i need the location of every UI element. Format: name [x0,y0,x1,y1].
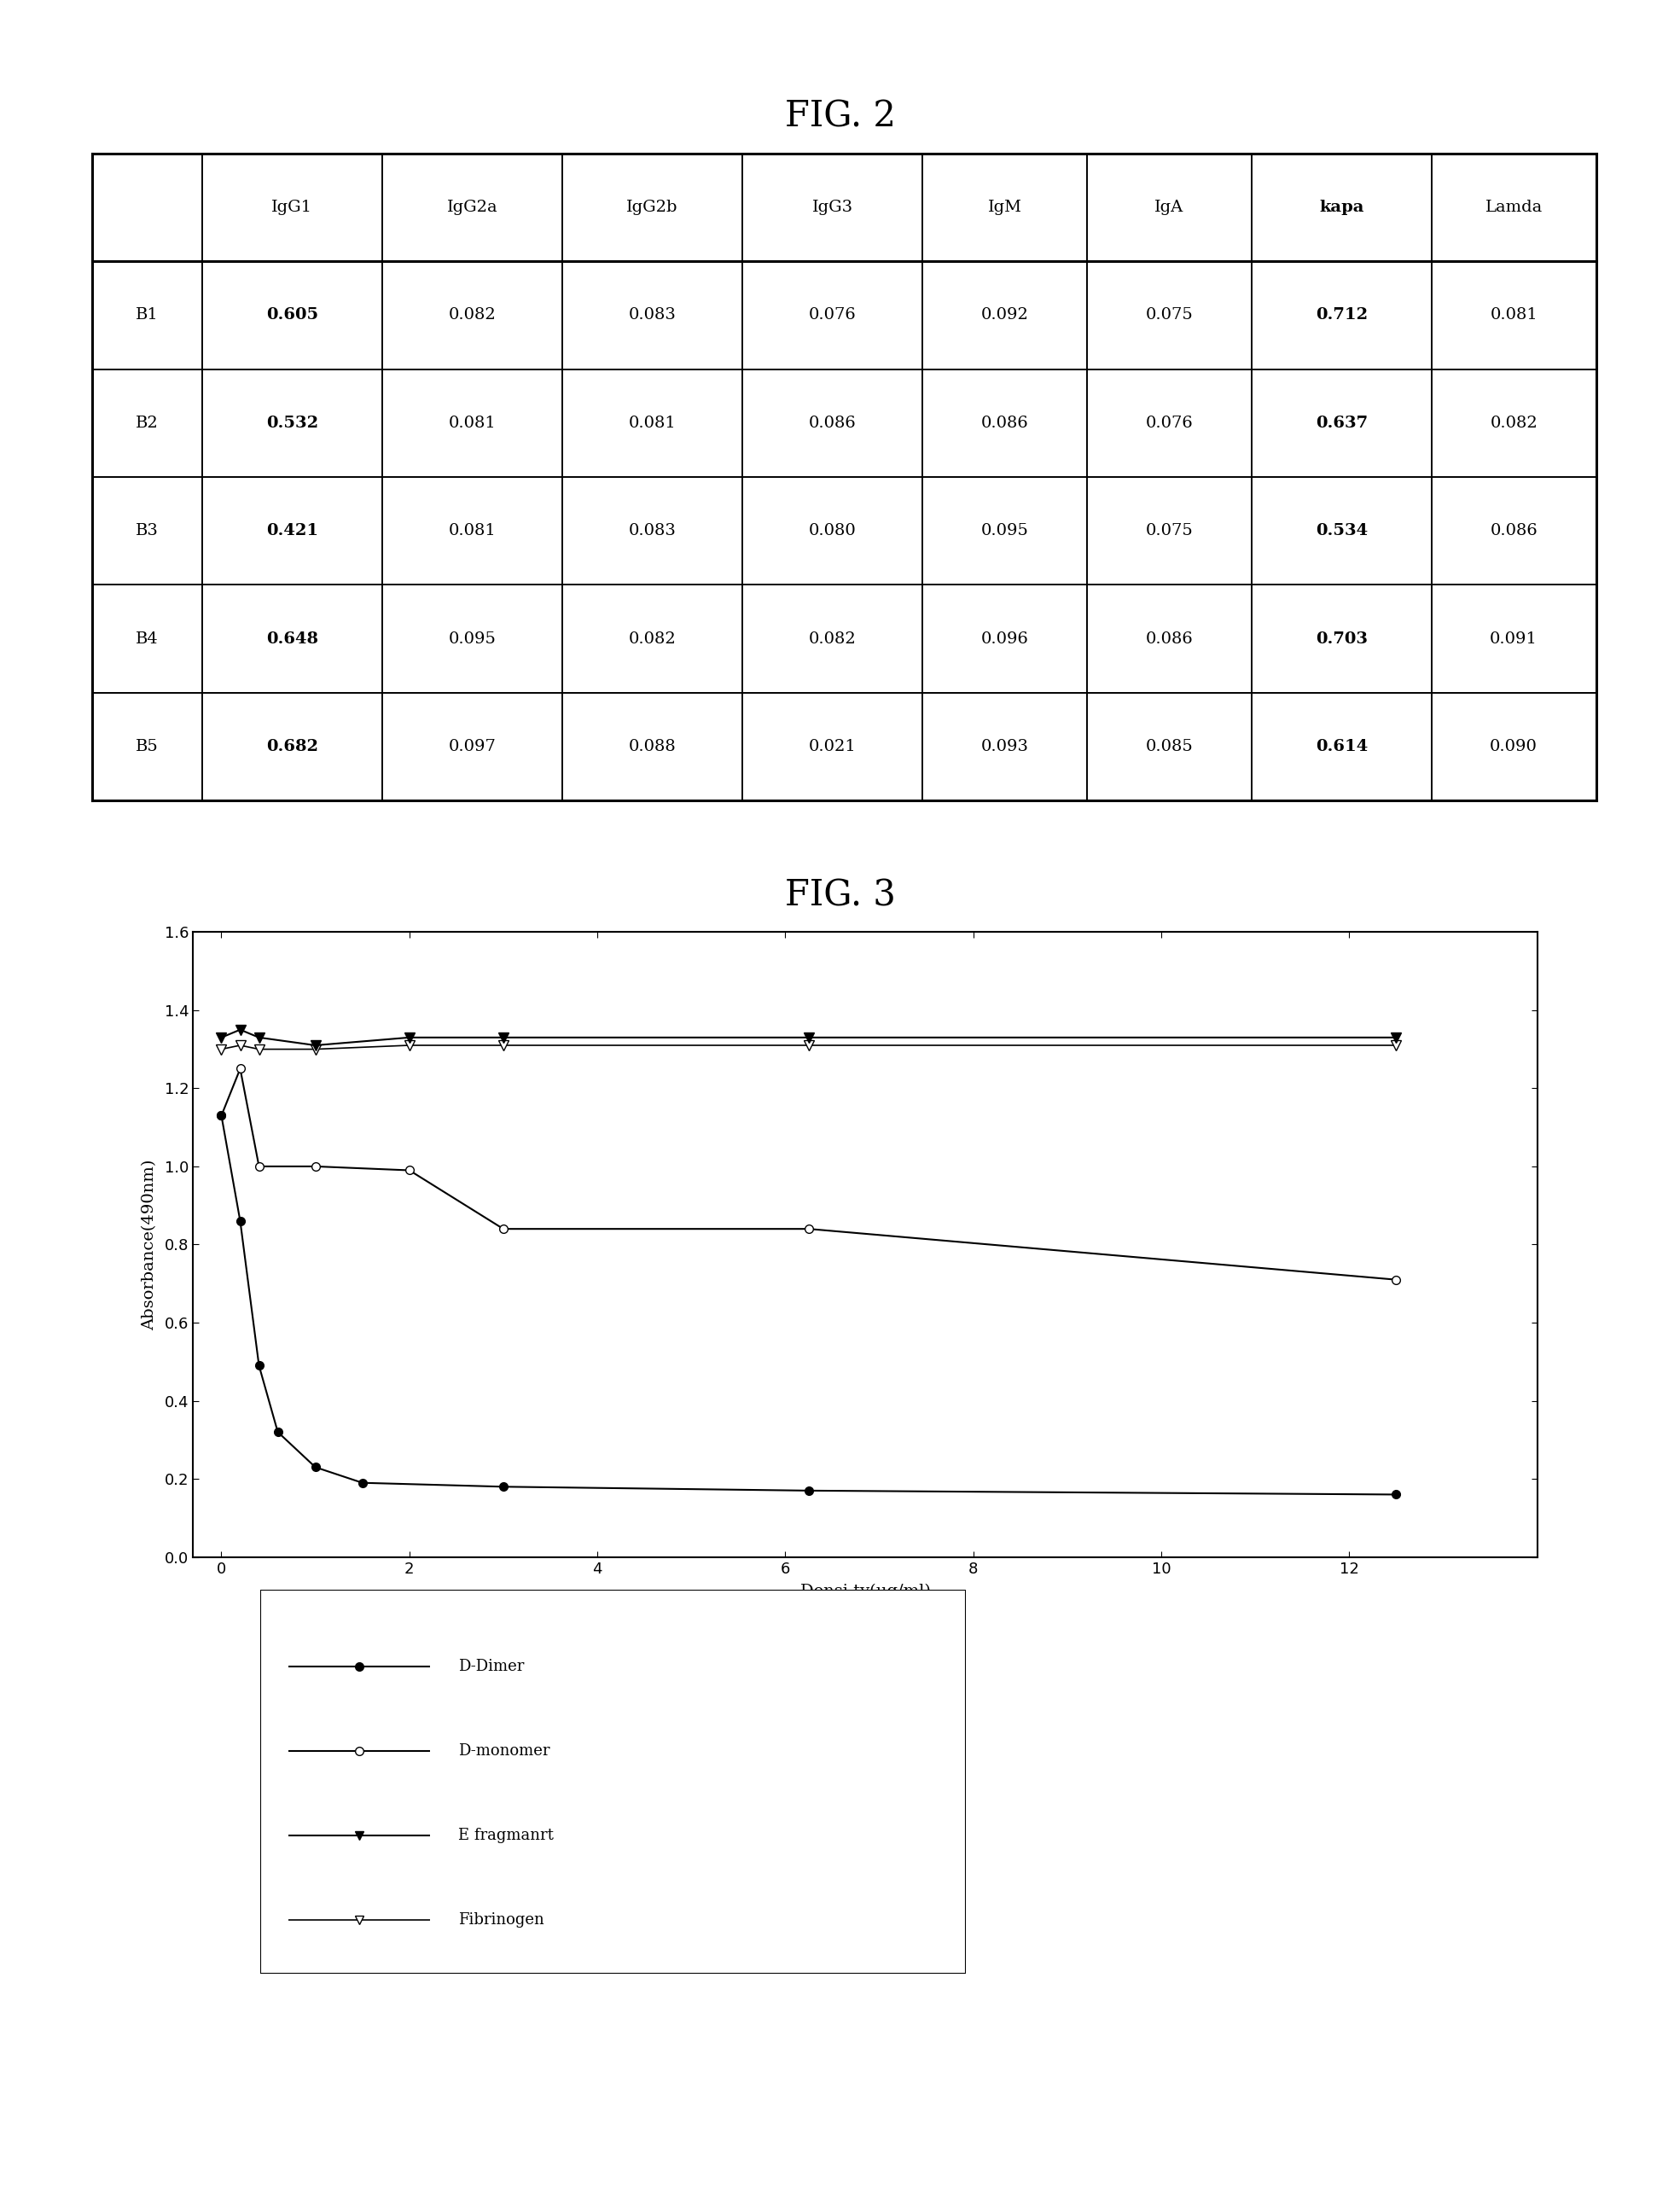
Y-axis label: Absorbance(490nm): Absorbance(490nm) [143,1160,158,1329]
Text: B5: B5 [136,739,158,754]
Text: D-Dimer: D-Dimer [459,1658,524,1675]
E fragmanrt [1386,1024,1406,1050]
Text: 0.532: 0.532 [265,414,318,430]
D-Dimer [798,1478,818,1504]
D-Dimer [267,1419,287,1445]
Line: Fibrinogen: Fibrinogen [217,1039,1401,1055]
Text: Lamda: Lamda [1485,200,1542,215]
Fibrinogen [1386,1033,1406,1059]
Text: 0.097: 0.097 [449,739,496,754]
Text: 0.421: 0.421 [265,524,318,539]
E fragmanrt [306,1033,326,1059]
Text: 0.614: 0.614 [1315,739,1368,754]
Line: E fragmanrt: E fragmanrt [217,1024,1401,1050]
D-Dimer [249,1353,269,1379]
Text: 0.081: 0.081 [449,524,496,539]
Text: 0.083: 0.083 [628,524,675,539]
Text: IgG2a: IgG2a [447,200,497,215]
E fragmanrt [249,1024,269,1050]
Text: 0.093: 0.093 [981,739,1028,754]
Text: 0.080: 0.080 [808,524,857,539]
Text: B4: B4 [136,632,158,647]
Text: 0.682: 0.682 [265,739,318,754]
Fibrinogen [798,1033,818,1059]
Text: 0.082: 0.082 [449,307,496,322]
Text: 0.076: 0.076 [808,307,857,322]
Text: 0.082: 0.082 [1490,414,1537,430]
Text: 0.081: 0.081 [449,414,496,430]
FancyBboxPatch shape [260,1590,966,1974]
Line: D-Dimer: D-Dimer [217,1112,1401,1498]
Text: 0.085: 0.085 [1146,739,1193,754]
Text: E fragmanrt: E fragmanrt [459,1827,553,1844]
Text: IgG2b: IgG2b [627,200,679,215]
Fibrinogen [400,1033,420,1059]
D-monomer [230,1055,250,1081]
Text: 0.712: 0.712 [1315,307,1368,322]
D-monomer [249,1154,269,1180]
Text: kapa: kapa [1319,200,1364,215]
D-Dimer [353,1469,373,1496]
E fragmanrt [798,1024,818,1050]
D-Dimer [494,1474,514,1500]
Text: 0.075: 0.075 [1146,524,1193,539]
Line: D-monomer: D-monomer [217,1064,1401,1283]
E fragmanrt [230,1018,250,1044]
Text: 0.648: 0.648 [265,632,318,647]
D-Dimer [230,1208,250,1235]
Text: 0.088: 0.088 [628,739,675,754]
D-Dimer [306,1454,326,1480]
Fibrinogen [230,1033,250,1059]
Text: B3: B3 [136,524,158,539]
Text: IgA: IgA [1154,200,1184,215]
Text: 0.083: 0.083 [628,307,675,322]
Fibrinogen [212,1035,232,1061]
E fragmanrt [400,1024,420,1050]
Text: B1: B1 [136,307,158,322]
Text: 0.075: 0.075 [1146,307,1193,322]
Text: IgM: IgM [988,200,1021,215]
Text: 0.082: 0.082 [808,632,857,647]
D-Dimer [212,1103,232,1129]
Text: 0.095: 0.095 [449,632,496,647]
Text: 0.637: 0.637 [1315,414,1368,430]
D-Dimer [1386,1482,1406,1509]
Text: 0.021: 0.021 [808,739,857,754]
Text: 0.091: 0.091 [1490,632,1537,647]
Text: 0.095: 0.095 [981,524,1028,539]
Text: 0.082: 0.082 [628,632,675,647]
Text: 0.086: 0.086 [1490,524,1537,539]
Fibrinogen [306,1035,326,1061]
Text: 0.534: 0.534 [1315,524,1368,539]
Text: 0.081: 0.081 [1490,307,1537,322]
Text: IgG3: IgG3 [811,200,853,215]
D-monomer [306,1154,326,1180]
Text: D-monomer: D-monomer [459,1743,549,1759]
Text: 0.086: 0.086 [1146,632,1193,647]
Text: 0.086: 0.086 [808,414,857,430]
E fragmanrt [212,1024,232,1050]
D-monomer [798,1215,818,1241]
Text: 0.090: 0.090 [1490,739,1537,754]
Text: 0.086: 0.086 [981,414,1028,430]
Text: Fibrinogen: Fibrinogen [459,1912,544,1928]
Text: 0.096: 0.096 [981,632,1028,647]
Text: 0.092: 0.092 [981,307,1028,322]
D-monomer [494,1215,514,1241]
D-monomer [1386,1268,1406,1294]
Fibrinogen [494,1033,514,1059]
Text: FIG. 3: FIG. 3 [785,877,895,912]
E fragmanrt [494,1024,514,1050]
Text: 0.703: 0.703 [1315,632,1368,647]
Text: 0.076: 0.076 [1146,414,1193,430]
Text: B2: B2 [136,414,158,430]
Text: 0.605: 0.605 [265,307,318,322]
X-axis label: Densi ty(μg/ml): Densi ty(μg/ml) [800,1583,931,1599]
D-monomer [400,1158,420,1184]
Text: IgG1: IgG1 [272,200,312,215]
Fibrinogen [249,1035,269,1061]
Text: FIG. 2: FIG. 2 [785,99,895,134]
D-monomer [212,1103,232,1129]
Text: 0.081: 0.081 [628,414,675,430]
